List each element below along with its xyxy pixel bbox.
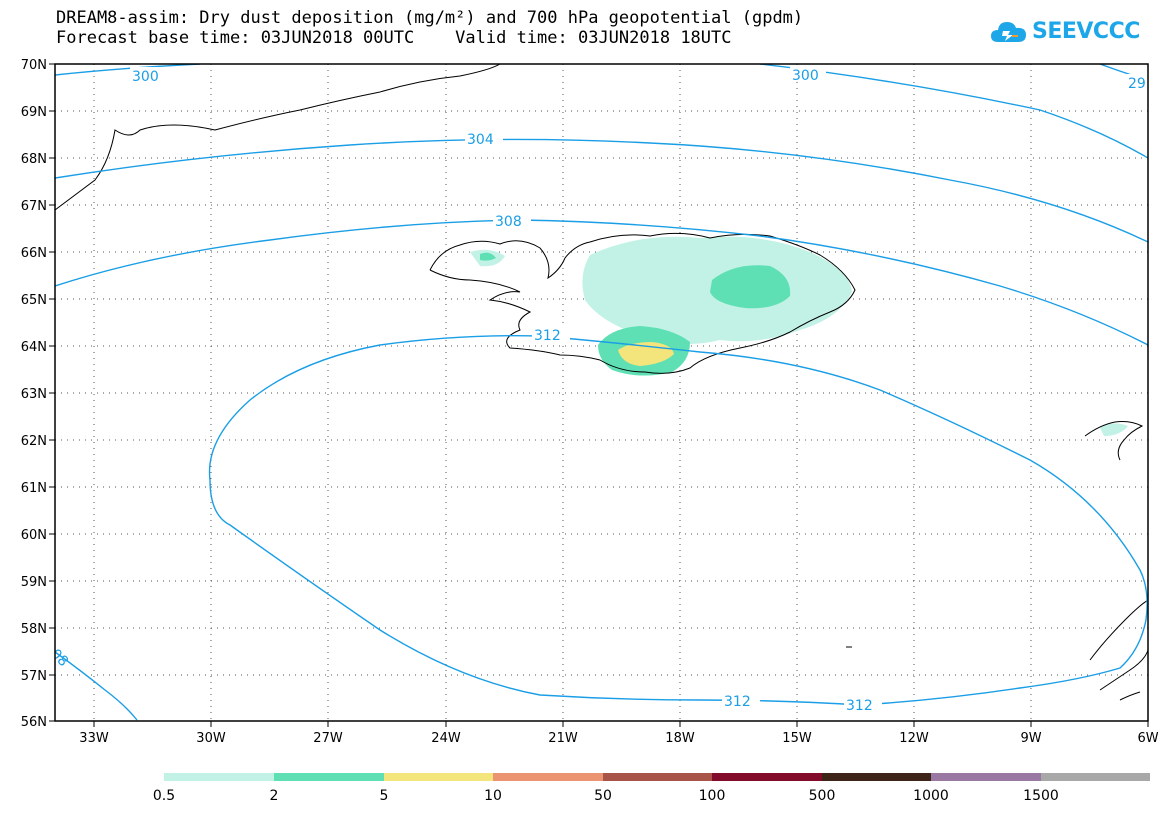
logo-text: SEEVCCC (1032, 18, 1140, 44)
geopotential-contours (55, 64, 1148, 721)
legend-label-5: 100 (699, 788, 726, 804)
lon-label-30w: 30W (196, 731, 226, 746)
lat-label-60n: 60N (21, 528, 47, 543)
legend-label-7: 1000 (913, 788, 949, 804)
lon-label-33w: 33W (79, 731, 109, 746)
chart-title: DREAM8-assim: Dry dust deposition (mg/m²… (56, 8, 804, 28)
lat-label-68n: 68N (21, 152, 47, 167)
lat-label-65n: 65N (21, 293, 47, 308)
legend-swatch-7 (931, 773, 1041, 781)
lon-label-21w: 21W (548, 731, 578, 746)
legend-label-6: 500 (809, 788, 836, 804)
lon-label-6w: 6W (1137, 731, 1158, 746)
legend-swatch-6 (822, 773, 931, 781)
contour-label-312-south: 312 (724, 694, 751, 710)
lat-label-57n: 57N (21, 669, 47, 684)
lat-label-56n: 56N (21, 715, 47, 730)
lat-label-64n: 64N (21, 340, 47, 355)
lon-label-27w: 27W (313, 731, 343, 746)
lat-label-66n: 66N (21, 246, 47, 261)
coastlines (55, 64, 1148, 701)
lat-label-70n: 70N (21, 58, 47, 73)
legend-label-2: 5 (380, 788, 389, 804)
lat-label-69n: 69N (21, 105, 47, 120)
contour-label-304: 304 (467, 132, 494, 148)
chart-subtitle: Forecast base time: 03JUN2018 00UTC Vali… (56, 28, 732, 48)
longitude-labels: 33W 30W 27W 24W 21W 18W 15W 12W 9W 6W (79, 731, 1158, 746)
lat-label-63n: 63N (21, 387, 47, 402)
axis-ticks (49, 63, 1149, 727)
lat-label-59n: 59N (21, 575, 47, 590)
legend-swatch-4 (603, 773, 712, 781)
legend-label-8: 1500 (1023, 788, 1059, 804)
lat-label-61n: 61N (21, 481, 47, 496)
grid-lines (55, 64, 1148, 721)
contour-label-312-southeast: 312 (846, 698, 873, 714)
contour-labels: 300 300 29 304 308 312 312 312 08 (47, 66, 1148, 714)
legend-swatch-3 (493, 773, 603, 781)
contour-label-308: 308 (495, 214, 522, 230)
legend-swatch-2 (384, 773, 493, 781)
seevccc-logo: SEEVCCC (990, 18, 1140, 44)
lon-label-24w: 24W (431, 731, 461, 746)
lon-label-15w: 15W (782, 731, 812, 746)
legend-swatch-5 (712, 773, 822, 781)
legend-swatch-1 (274, 773, 384, 781)
contour-label-312-north: 312 (534, 328, 561, 344)
legend-swatch-0 (164, 773, 274, 781)
contour-label-300-east: 300 (792, 68, 819, 84)
lat-label-62n: 62N (21, 434, 47, 449)
legend-labels: 0.5 2 5 10 50 100 500 1000 1500 (153, 788, 1059, 804)
cloud-icon (991, 22, 1026, 42)
legend-label-1: 2 (270, 788, 279, 804)
legend-label-4: 50 (594, 788, 612, 804)
lon-label-12w: 12W (899, 731, 929, 746)
latitude-labels: 70N 69N 68N 67N 66N 65N 64N 63N 62N 61N … (21, 58, 47, 730)
legend-swatch-8 (1041, 773, 1150, 781)
contour-label-308-southwest: 08 (47, 646, 71, 670)
lat-label-58n: 58N (21, 622, 47, 637)
legend-label-0: 0.5 (153, 788, 175, 804)
contour-label-29: 29 (1128, 76, 1146, 92)
contour-label-300-west: 300 (132, 69, 159, 85)
lon-label-18w: 18W (665, 731, 695, 746)
lat-label-67n: 67N (21, 199, 47, 214)
dust-deposition-shading (470, 236, 1128, 436)
legend-colorbar (164, 773, 1150, 781)
legend-label-3: 10 (484, 788, 502, 804)
lon-label-9w: 9W (1020, 731, 1041, 746)
